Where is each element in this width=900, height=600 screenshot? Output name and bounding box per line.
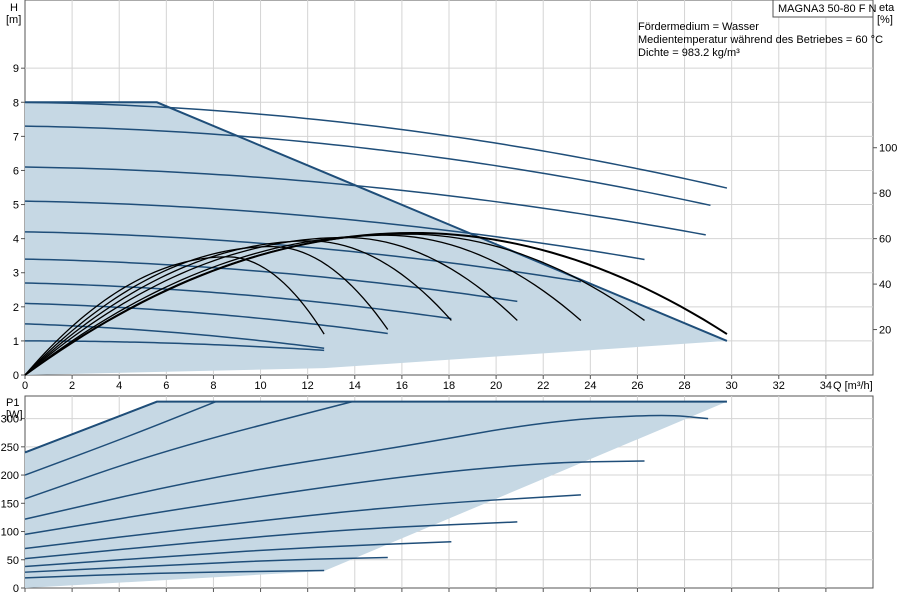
- power-curve-2: [24, 400, 217, 476]
- bottom-ytick-label: 50: [7, 555, 19, 567]
- x-tick-label: 2: [69, 380, 75, 392]
- bottom-ytick-label: 100: [1, 527, 19, 539]
- eta-curve-4: [24, 236, 518, 376]
- top-ytick-label: 6: [13, 165, 19, 177]
- info-block: MAGNA3 50-80 F N Fördermedium = Wasser M…: [638, 0, 883, 59]
- bottom-axis-labels: P1 [W]: [6, 397, 23, 421]
- bottom-ytick-label: 300: [1, 414, 19, 426]
- x-tick-label: 16: [396, 380, 408, 392]
- x-tick-label: 22: [537, 380, 549, 392]
- eta-curve-6: [24, 245, 389, 376]
- x-tick-label: 34: [820, 380, 832, 392]
- power-curve-9: [24, 556, 388, 573]
- x-tick-label: 8: [210, 380, 216, 392]
- model-box: [772, 0, 874, 18]
- x-tick-label: 26: [631, 380, 643, 392]
- x-tick-label: 14: [349, 380, 361, 392]
- top-ytick-label: 3: [13, 268, 19, 280]
- x-tick-label: 24: [584, 380, 596, 392]
- x-tick-label: 32: [773, 380, 785, 392]
- head-envelope: [25, 102, 727, 375]
- eta-curve-2: [24, 233, 645, 376]
- info-density: Dichte = 983.2 kg/m³: [638, 47, 740, 59]
- eta-curve-7: [24, 256, 325, 376]
- y2-axis-unit-eta: [%]: [877, 14, 893, 26]
- power-panel: 0 50 100 150 200 250 300: [1, 395, 874, 595]
- top-ytick-label: 5: [13, 200, 19, 212]
- y-axis-unit-h: [m]: [6, 14, 21, 26]
- bottom-ytick-label: 150: [1, 498, 19, 510]
- top-ytick-label: 2: [13, 302, 19, 314]
- x-tick-label: 4: [116, 380, 122, 392]
- head-curve-5: [24, 231, 582, 283]
- model-label: MAGNA3 50-80 F N: [778, 3, 876, 15]
- head-curve-3: [24, 166, 706, 236]
- head-curve-8: [24, 302, 388, 335]
- top-ytick-label: 7: [13, 131, 19, 143]
- power-curve-3: [24, 400, 353, 500]
- x-tick-label: 18: [443, 380, 455, 392]
- power-curve-7: [24, 521, 518, 560]
- eta-tick-label: 100: [879, 143, 897, 155]
- head-curve-1: [24, 101, 728, 189]
- eta-tick-label: 60: [879, 234, 891, 246]
- head-curve-9: [24, 323, 325, 350]
- x-tick-label: 12: [302, 380, 314, 392]
- top-ytick-label: 9: [13, 63, 19, 75]
- info-temperature: Medientemperatur während des Betriebes =…: [638, 34, 883, 46]
- bottom-ytick-label: 200: [1, 470, 19, 482]
- bottom-ytick-label: 250: [1, 442, 19, 454]
- head-curve-4: [24, 200, 645, 261]
- top-ytick-label: 1: [13, 336, 19, 348]
- head-curve-7: [24, 282, 452, 320]
- power-curve-5: [24, 460, 645, 536]
- info-medium: Fördermedium = Wasser: [638, 21, 759, 33]
- eta-curve-3: [24, 234, 582, 376]
- power-curve-10: [24, 569, 325, 579]
- head-max-curve: [25, 101, 728, 342]
- x-tick-label: 6: [163, 380, 169, 392]
- x-axis-label-q: Q [m³/h]: [833, 380, 873, 392]
- y2-axis-label-eta: eta: [879, 2, 895, 14]
- power-curve-4: [24, 414, 709, 520]
- power-curve-1: [24, 400, 158, 454]
- head-curve-2: [24, 125, 711, 207]
- x-tick-label: 30: [726, 380, 738, 392]
- x-tick-label: 10: [254, 380, 266, 392]
- bottom-ytick-label: 0: [13, 583, 19, 595]
- top-ytick-label: 4: [13, 234, 19, 246]
- y-axis-label-h: H: [10, 2, 18, 14]
- x-tick-label: 20: [490, 380, 502, 392]
- eta-tick-label: 20: [879, 325, 891, 337]
- y-axis-unit-p1: [W]: [6, 409, 23, 421]
- top-ytick-label: 0: [13, 370, 19, 382]
- eta-tick-label: 40: [879, 279, 891, 291]
- x-tick-label: 0: [22, 380, 28, 392]
- y-axis-label-p1: P1: [6, 397, 19, 409]
- top-ytick-label: 8: [13, 97, 19, 109]
- power-curve-8: [24, 540, 452, 568]
- power-curve-6: [24, 494, 581, 550]
- top-axis-labels: H [m] eta [%] Q [m³/h]: [6, 2, 895, 392]
- x-tick-label: 28: [678, 380, 690, 392]
- eta-tick-label: 80: [879, 188, 891, 200]
